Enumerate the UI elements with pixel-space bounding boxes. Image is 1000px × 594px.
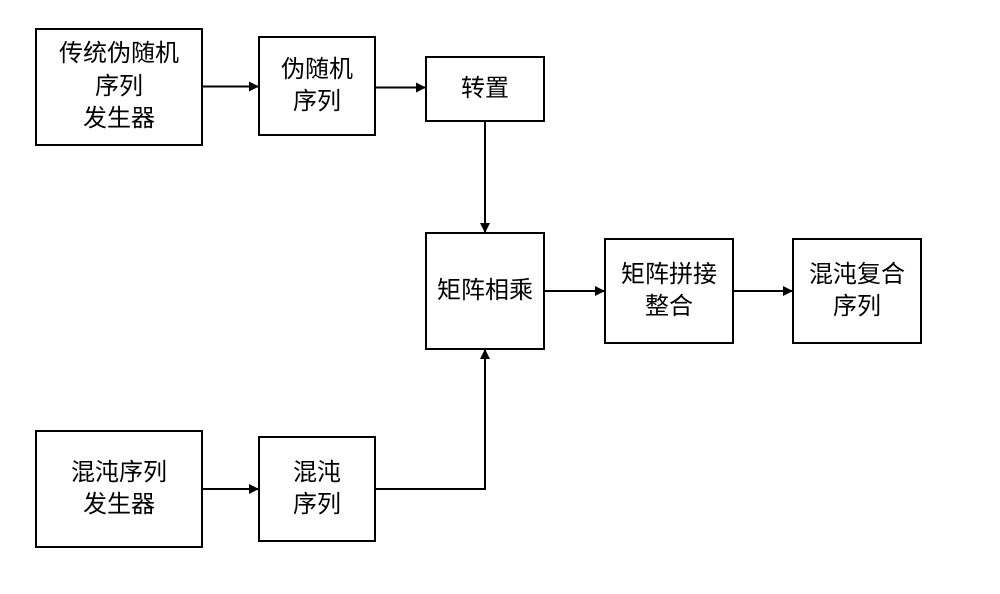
- node-n6: 混沌复合 序列: [792, 238, 922, 344]
- node-n4: 矩阵相乘: [425, 232, 545, 350]
- node-n1: 传统伪随机 序列 发生器: [35, 28, 203, 146]
- node-n7: 混沌序列 发生器: [35, 430, 203, 548]
- node-n2: 伪随机 序列: [258, 36, 376, 136]
- node-n5: 矩阵拼接 整合: [604, 238, 734, 344]
- node-n8: 混沌 序列: [258, 436, 376, 542]
- node-n3: 转置: [425, 56, 545, 122]
- edge-n8-n4: [376, 350, 485, 489]
- diagram-canvas: 传统伪随机 序列 发生器伪随机 序列转置矩阵相乘矩阵拼接 整合混沌复合 序列混沌…: [0, 0, 1000, 594]
